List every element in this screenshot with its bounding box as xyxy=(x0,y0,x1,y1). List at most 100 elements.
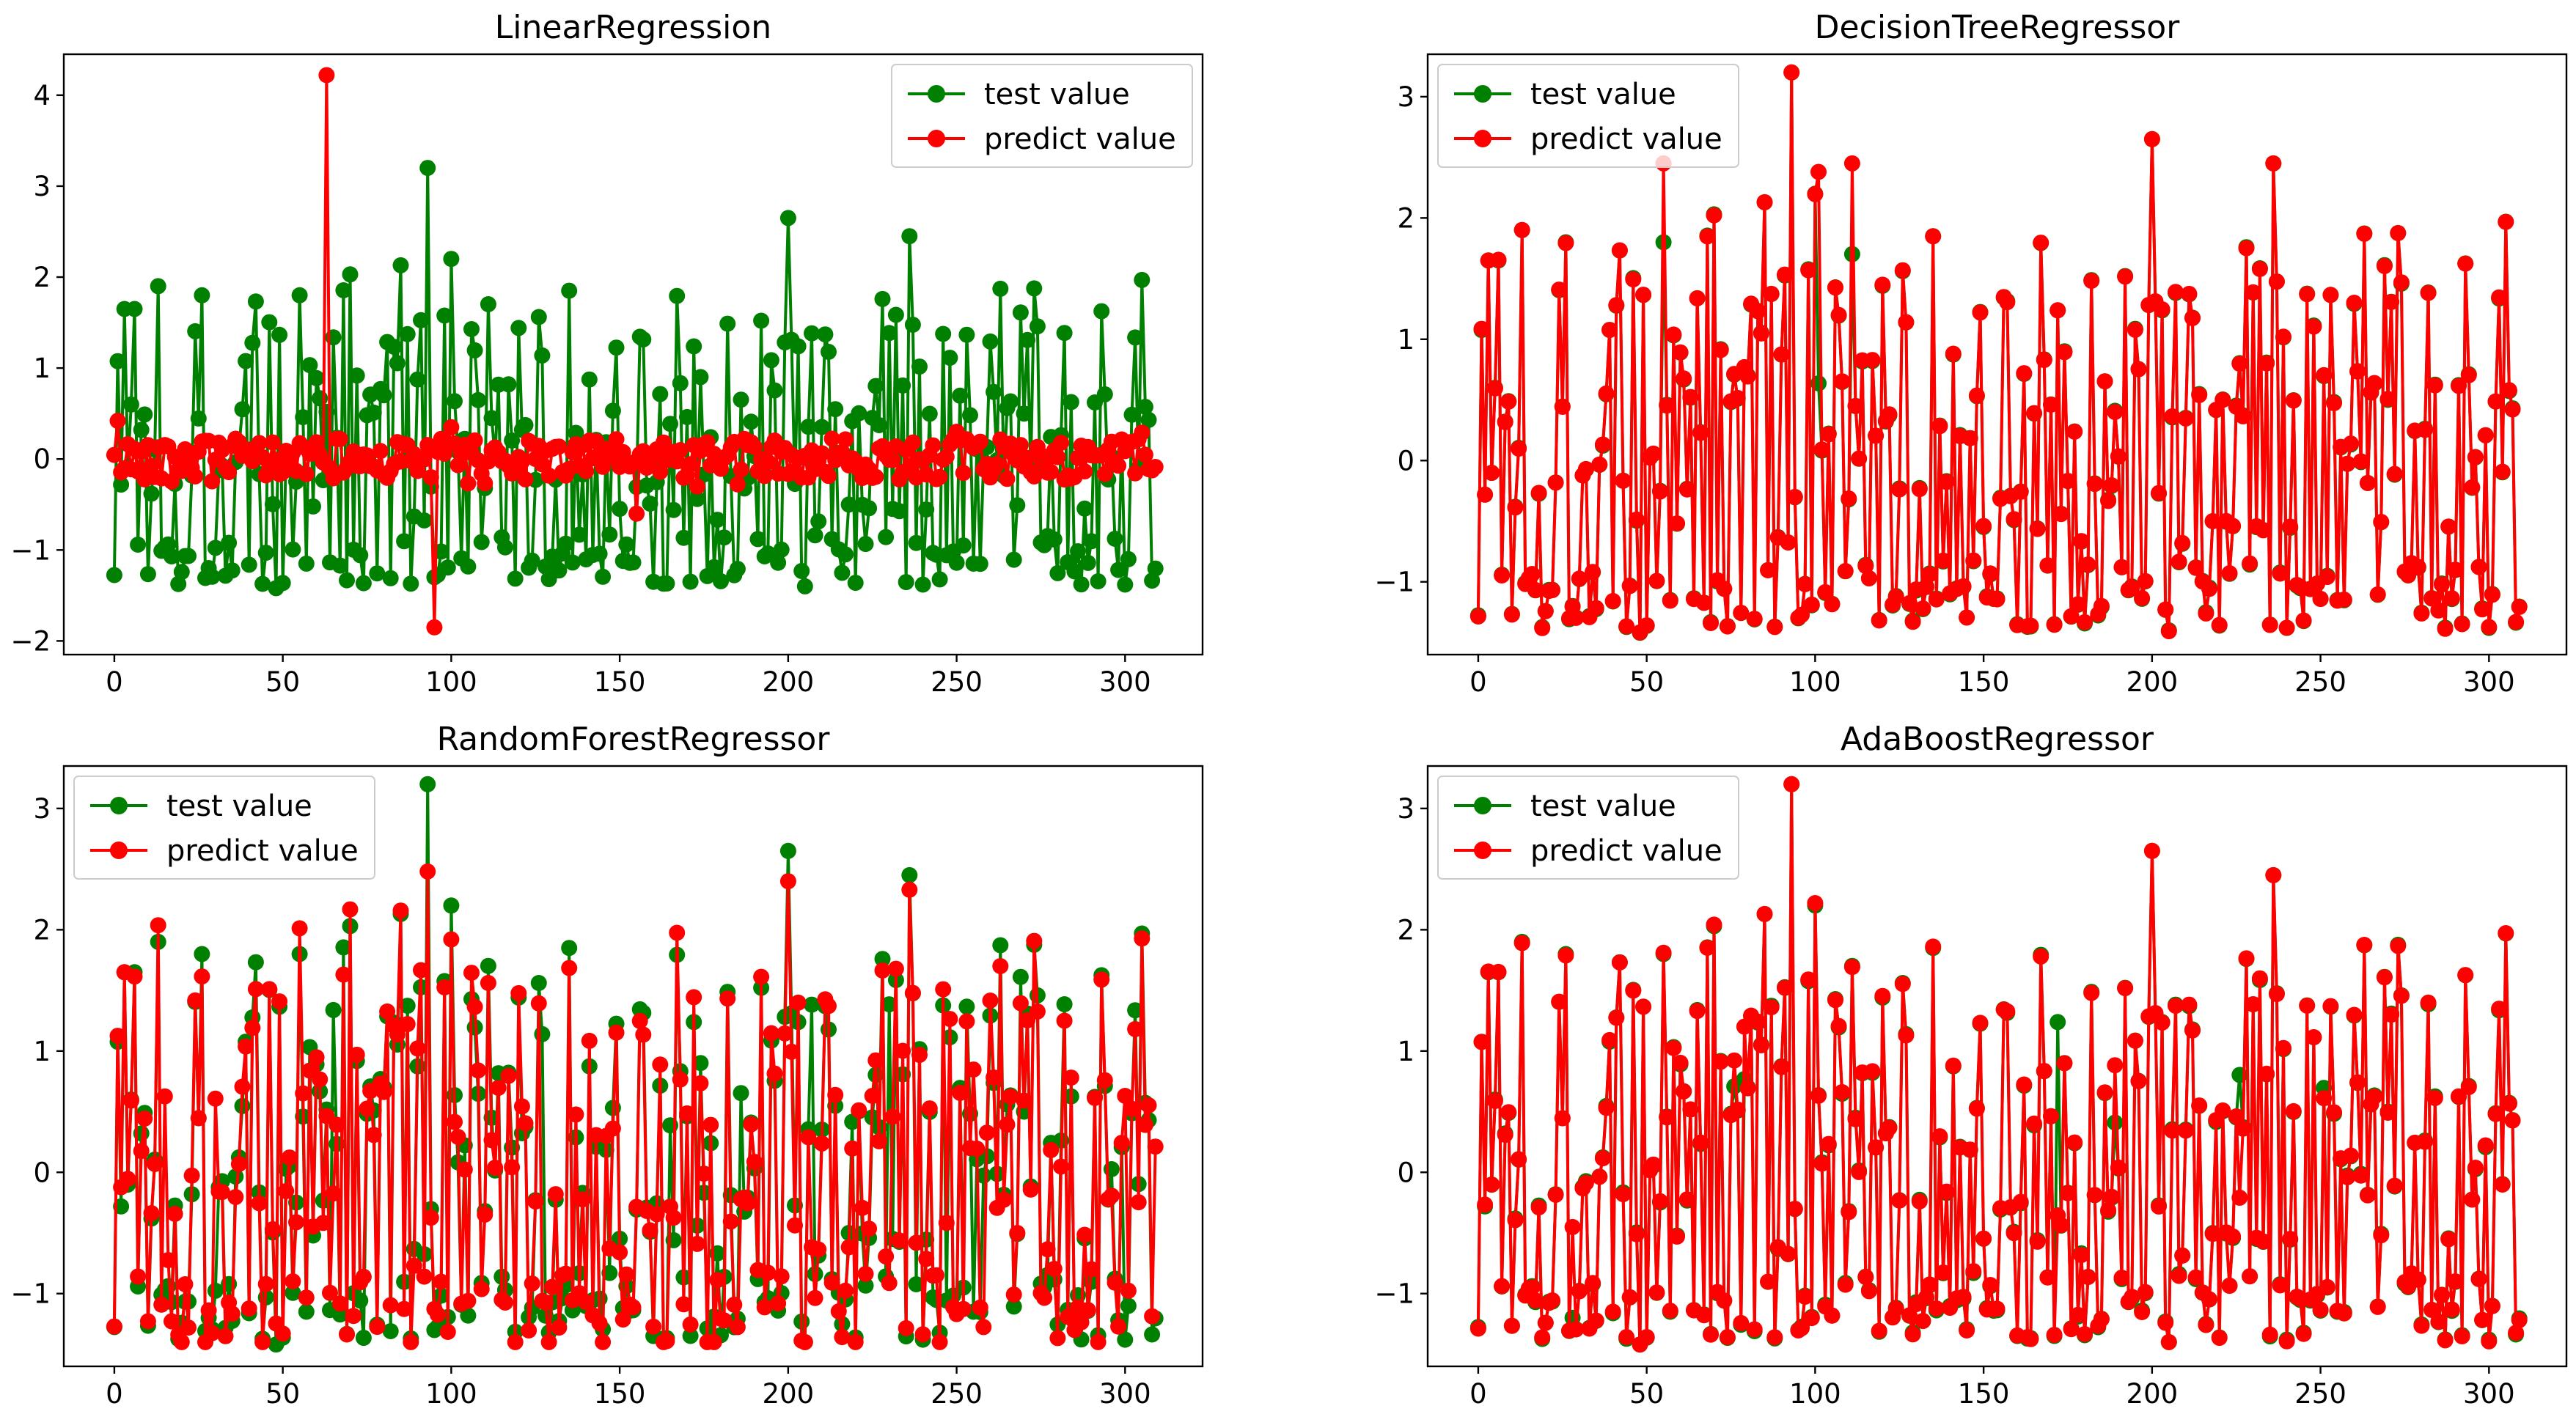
data-point xyxy=(496,1295,513,1311)
x-tick-label: 50 xyxy=(1629,666,1664,698)
chart-panel-3: RandomForestRegressor 0 50 100 150 200 250 300 −… xyxy=(10,721,1204,1410)
data-point xyxy=(1803,596,1820,613)
data-point xyxy=(1147,1138,1164,1155)
data-point xyxy=(810,1241,827,1258)
y-tick-label: 3 xyxy=(33,171,51,202)
data-point xyxy=(1490,963,1507,980)
data-point xyxy=(935,325,952,342)
data-point xyxy=(1140,411,1157,428)
data-point xyxy=(1972,304,1989,321)
data-point xyxy=(1959,1322,1975,1339)
data-point xyxy=(844,1140,861,1157)
data-point xyxy=(2117,268,2134,285)
data-point xyxy=(447,393,463,410)
data-point xyxy=(298,1303,315,1320)
data-point xyxy=(988,456,1005,473)
data-point xyxy=(2137,572,2154,589)
data-point xyxy=(1659,1109,1676,1126)
data-point xyxy=(2214,391,2231,408)
data-point xyxy=(1931,418,1948,435)
data-point xyxy=(187,323,204,339)
data-point xyxy=(1729,389,1746,406)
data-point xyxy=(1615,472,1632,489)
data-point xyxy=(190,1110,207,1127)
data-point xyxy=(238,353,254,369)
data-point xyxy=(955,537,972,554)
data-point xyxy=(187,992,204,1009)
data-point xyxy=(918,501,935,518)
data-point xyxy=(561,282,578,299)
data-point xyxy=(773,541,790,558)
data-point xyxy=(2187,1269,2204,1286)
data-point xyxy=(938,449,955,465)
data-point xyxy=(1107,531,1123,547)
data-point xyxy=(540,1333,557,1350)
data-point xyxy=(1716,581,1733,597)
data-point xyxy=(308,369,325,386)
data-point xyxy=(1766,619,1783,636)
data-point xyxy=(2016,1076,2033,1093)
x-tick-label: 50 xyxy=(1629,1378,1664,1410)
data-point xyxy=(150,917,166,934)
data-point xyxy=(382,570,399,586)
data-point xyxy=(790,994,807,1011)
data-point xyxy=(1777,266,1793,283)
data-point xyxy=(2437,620,2454,637)
data-point xyxy=(298,555,315,572)
data-point xyxy=(1473,320,1490,337)
data-point xyxy=(1746,611,1763,627)
data-point xyxy=(2285,1102,2302,1119)
data-point xyxy=(1807,185,1824,202)
data-point xyxy=(1588,600,1604,616)
data-point xyxy=(1982,1277,1999,1293)
legend-label: test value xyxy=(1530,78,1676,111)
x-tick-label: 250 xyxy=(931,666,983,698)
data-point xyxy=(2258,355,2275,372)
data-point xyxy=(878,1248,895,1265)
data-point xyxy=(305,498,321,515)
data-point xyxy=(1120,1297,1137,1314)
data-point xyxy=(1695,594,1712,611)
data-point xyxy=(1797,575,1813,592)
legend-marker xyxy=(1474,842,1491,859)
data-point xyxy=(2063,1321,2080,1338)
data-point xyxy=(530,975,547,991)
data-point xyxy=(2080,1269,2096,1286)
data-point xyxy=(1137,399,1153,416)
data-point xyxy=(729,476,746,493)
data-point xyxy=(2423,1301,2440,1318)
data-point xyxy=(2349,1074,2366,1091)
data-point xyxy=(136,406,153,423)
data-point xyxy=(837,1282,854,1299)
data-point xyxy=(864,1088,881,1104)
data-point xyxy=(1628,1226,1645,1242)
data-point xyxy=(1672,1054,1689,1071)
data-point xyxy=(221,464,238,481)
data-point xyxy=(2083,984,2100,1001)
data-point xyxy=(2312,591,2329,608)
data-point xyxy=(938,1215,955,1231)
data-point xyxy=(2164,1122,2181,1139)
data-point xyxy=(766,1065,783,1082)
data-point xyxy=(2420,284,2437,301)
data-point xyxy=(1060,1308,1076,1325)
y-tick-label: −2 xyxy=(10,625,51,657)
data-point xyxy=(281,1149,298,1166)
data-point xyxy=(2460,1079,2477,1095)
data-point xyxy=(978,1124,995,1141)
data-point xyxy=(2124,579,2140,596)
data-point xyxy=(439,1324,456,1340)
data-point xyxy=(1928,1300,1945,1317)
data-point xyxy=(682,1316,699,1333)
data-point xyxy=(2275,328,2291,345)
data-point xyxy=(1486,380,1503,397)
data-point xyxy=(2107,1057,2124,1074)
data-point xyxy=(244,334,261,351)
data-point xyxy=(1591,1168,1608,1185)
data-point xyxy=(887,960,904,977)
data-point xyxy=(254,1333,271,1350)
legend: test value predict value xyxy=(1437,64,1739,168)
data-point xyxy=(2265,866,2282,883)
data-point xyxy=(2154,301,2170,317)
data-point xyxy=(517,1115,534,1132)
